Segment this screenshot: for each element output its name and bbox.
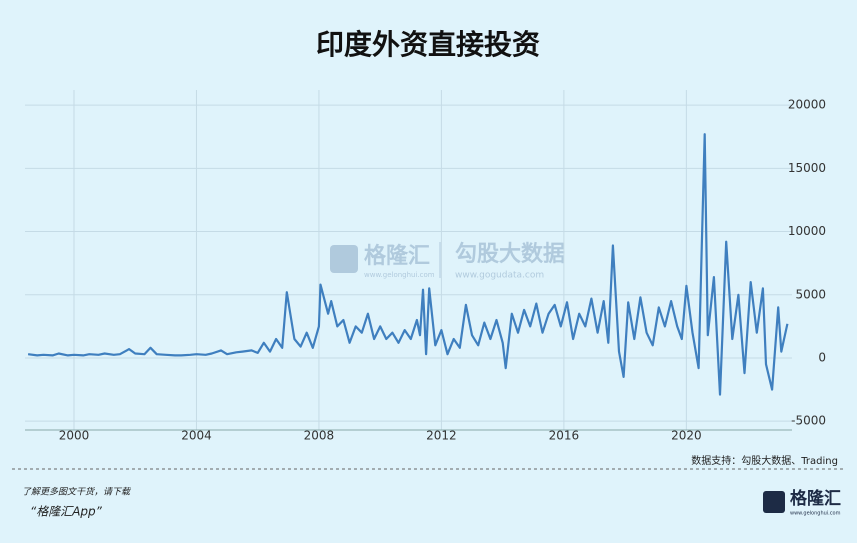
footer-text: 了解更多图文干货，请下载 xyxy=(22,487,131,498)
x-tick-label: 2012 xyxy=(426,429,457,443)
y-tick-label: 10000 xyxy=(788,224,826,238)
watermark-url: www.gogudata.com xyxy=(455,271,544,281)
x-tick-label: 2004 xyxy=(181,429,212,443)
watermark-brand: 格隆汇 xyxy=(364,243,430,269)
watermark: 格隆汇 www.gelonghui.com 勾股大数据 www.gogudata… xyxy=(330,241,565,281)
grid xyxy=(25,90,792,430)
logo-icon xyxy=(763,491,785,513)
y-tick-label: -5000 xyxy=(791,414,826,428)
y-tick-label: 0 xyxy=(818,350,826,364)
y-tick-label: 20000 xyxy=(788,98,826,112)
logo-url: www.gelonghui.com xyxy=(790,511,841,517)
y-tick-label: 15000 xyxy=(788,161,826,175)
x-tick-label: 2008 xyxy=(304,429,335,443)
x-tick-label: 2016 xyxy=(549,429,580,443)
source: 数据支持：勾股大数据、Trading xyxy=(691,454,838,467)
x-tick-label: 2020 xyxy=(671,429,702,443)
watermark-url: www.gelonghui.com xyxy=(364,271,435,279)
line xyxy=(27,133,789,396)
x-tick-label: 2000 xyxy=(59,429,90,443)
chart-title: 印度外资直接投资 xyxy=(316,28,540,61)
logo: 格隆汇 xyxy=(790,488,841,509)
y-tick-label: 5000 xyxy=(795,287,826,301)
watermark-brand: 勾股大数据 xyxy=(455,241,565,267)
watermark-icon xyxy=(330,245,358,273)
footer-app: “格隆汇App” xyxy=(30,505,103,519)
